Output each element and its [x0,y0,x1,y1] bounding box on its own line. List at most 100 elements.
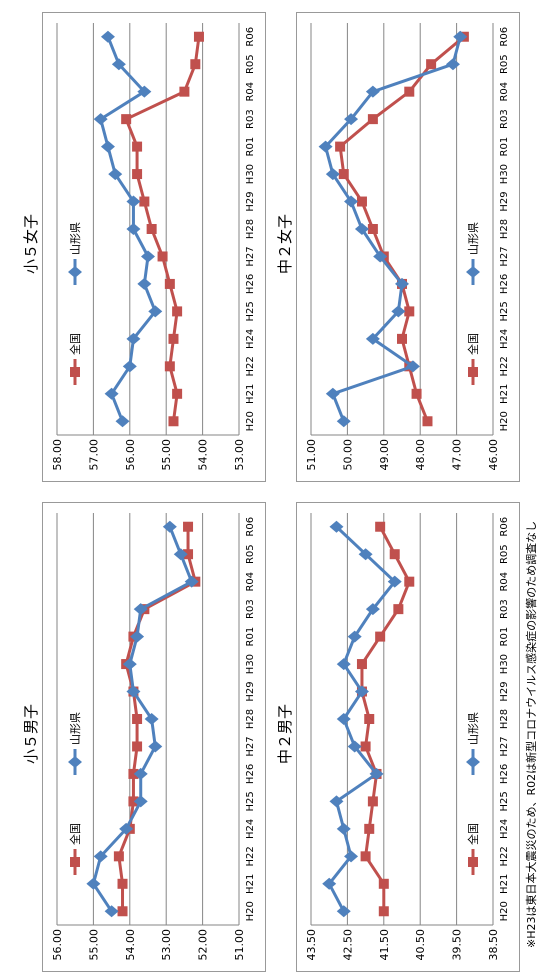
legend-label: 山形県 [467,222,480,255]
y-tick-label: 56.00 [51,929,64,961]
x-tick-label: H21 [499,384,510,404]
x-tick-label: H26 [245,274,256,294]
data-point-prefecture [325,387,340,400]
data-point-national [117,878,128,889]
data-point-national [389,549,400,560]
data-point-prefecture [347,630,362,643]
data-point-prefecture [336,415,351,428]
x-tick-label: R01 [245,137,256,157]
data-point-national [146,224,157,234]
chart-frame: 46.00 47.00 48.00 49.00 50.00 51.00 H20 H21 H22 H… [296,12,520,482]
x-tick-label: H25 [499,791,510,811]
data-point-prefecture [115,415,130,428]
x-tick-label: R01 [499,137,510,157]
x-tick-label: H29 [499,191,510,211]
data-point-national [356,659,367,670]
legend-marker [68,266,82,278]
data-point-national [375,631,386,642]
y-tick-label: 39.50 [451,929,464,961]
data-point-national [172,388,183,399]
x-tick-label: H29 [245,681,256,701]
x-tick-label: R04 [499,572,510,592]
data-point-prefecture [354,223,369,235]
x-tick-label: R04 [245,572,256,592]
data-point-prefecture [336,822,351,835]
x-tick-label: H24 [499,329,510,349]
x-tick-label: H30 [245,654,256,674]
legend-label: 全国 [466,823,480,845]
series-line [324,36,462,422]
data-point-national [157,251,168,262]
data-point-national [338,169,349,180]
data-point-national [128,768,139,779]
line-chart: 53.00 54.00 55.00 56.00 57.00 58.00 H20 H21 H22 H… [51,23,256,471]
x-tick-label: H27 [499,246,510,266]
data-point-prefecture [111,58,126,71]
data-point-national [367,224,378,234]
line-chart: 38.50 39.50 40.50 41.50 42.50 43.50 H20 H21 H22 H… [305,513,510,961]
data-point-prefecture [344,195,359,208]
data-point-national [360,741,371,752]
y-tick-label: 48.00 [414,439,427,471]
x-tick-label: H22 [245,846,256,866]
y-tick-label: 49.00 [378,439,391,471]
data-point-prefecture [336,905,351,918]
x-tick-label: R03 [245,109,256,129]
data-point-national [360,851,371,862]
panel-girls-grade5: 小５女子 53.00 54.00 55.00 56.00 57.00 58.00 H20 H2… [18,6,268,482]
y-tick-label: 55.00 [160,439,173,471]
data-point-national [139,196,150,207]
data-point-prefecture [141,250,155,263]
x-tick-label: H27 [245,246,256,266]
legend-label: 全国 [68,333,82,355]
legend-label: 山形県 [69,222,82,255]
data-point-national [164,278,175,289]
x-tick-label: H22 [499,356,510,376]
x-tick-label: R05 [499,544,510,564]
x-tick-label: R05 [499,54,510,74]
chart-frame: 38.50 39.50 40.50 41.50 42.50 43.50 H20 H21 H22 H… [296,502,520,972]
data-point-national [132,141,143,152]
data-point-prefecture [336,713,351,725]
data-point-national [404,86,415,97]
data-point-prefecture [104,905,119,918]
data-point-national [193,31,204,42]
y-tick-label: 56.00 [124,439,137,471]
x-tick-label: H30 [499,164,510,184]
x-tick-label: H24 [245,819,256,839]
x-tick-label: R01 [499,627,510,647]
data-point-national [404,576,415,587]
panel-boys-grade8: 中２男子 38.50 39.50 40.50 41.50 42.50 43.50 H20 H2… [272,496,522,972]
x-tick-label: R03 [499,109,510,129]
legend-label: 山形県 [467,712,480,745]
x-tick-label: H22 [245,356,256,376]
x-tick-label: H29 [245,191,256,211]
x-tick-label: H28 [499,709,510,729]
panel-boys-grade5: 小５男子 51.00 52.00 53.00 54.00 55.00 56.00 H20 H2… [18,496,268,972]
y-tick-label: 41.50 [378,929,391,961]
data-point-national [132,741,143,752]
x-tick-label: H29 [499,681,510,701]
data-point-prefecture [148,740,163,753]
data-point-national [121,114,132,125]
chart-title: 小５男子 [22,704,40,765]
x-tick-label: H21 [499,874,510,894]
data-point-prefecture [173,548,188,561]
data-point-prefecture [100,140,115,153]
y-tick-label: 51.00 [305,439,318,471]
data-point-prefecture [104,387,119,400]
x-tick-label: R06 [499,27,510,47]
y-tick-label: 47.00 [451,439,464,471]
data-point-national [128,796,139,807]
x-tick-label: R01 [245,627,256,647]
x-tick-label: R04 [499,82,510,102]
data-point-national [393,604,404,615]
x-tick-label: H25 [245,791,256,811]
y-tick-label: 55.00 [87,929,100,961]
y-tick-label: 42.50 [341,929,354,961]
x-tick-label: H25 [499,301,510,321]
x-tick-label: H20 [499,411,510,431]
data-point-national [113,851,124,862]
data-point-national [426,59,437,70]
